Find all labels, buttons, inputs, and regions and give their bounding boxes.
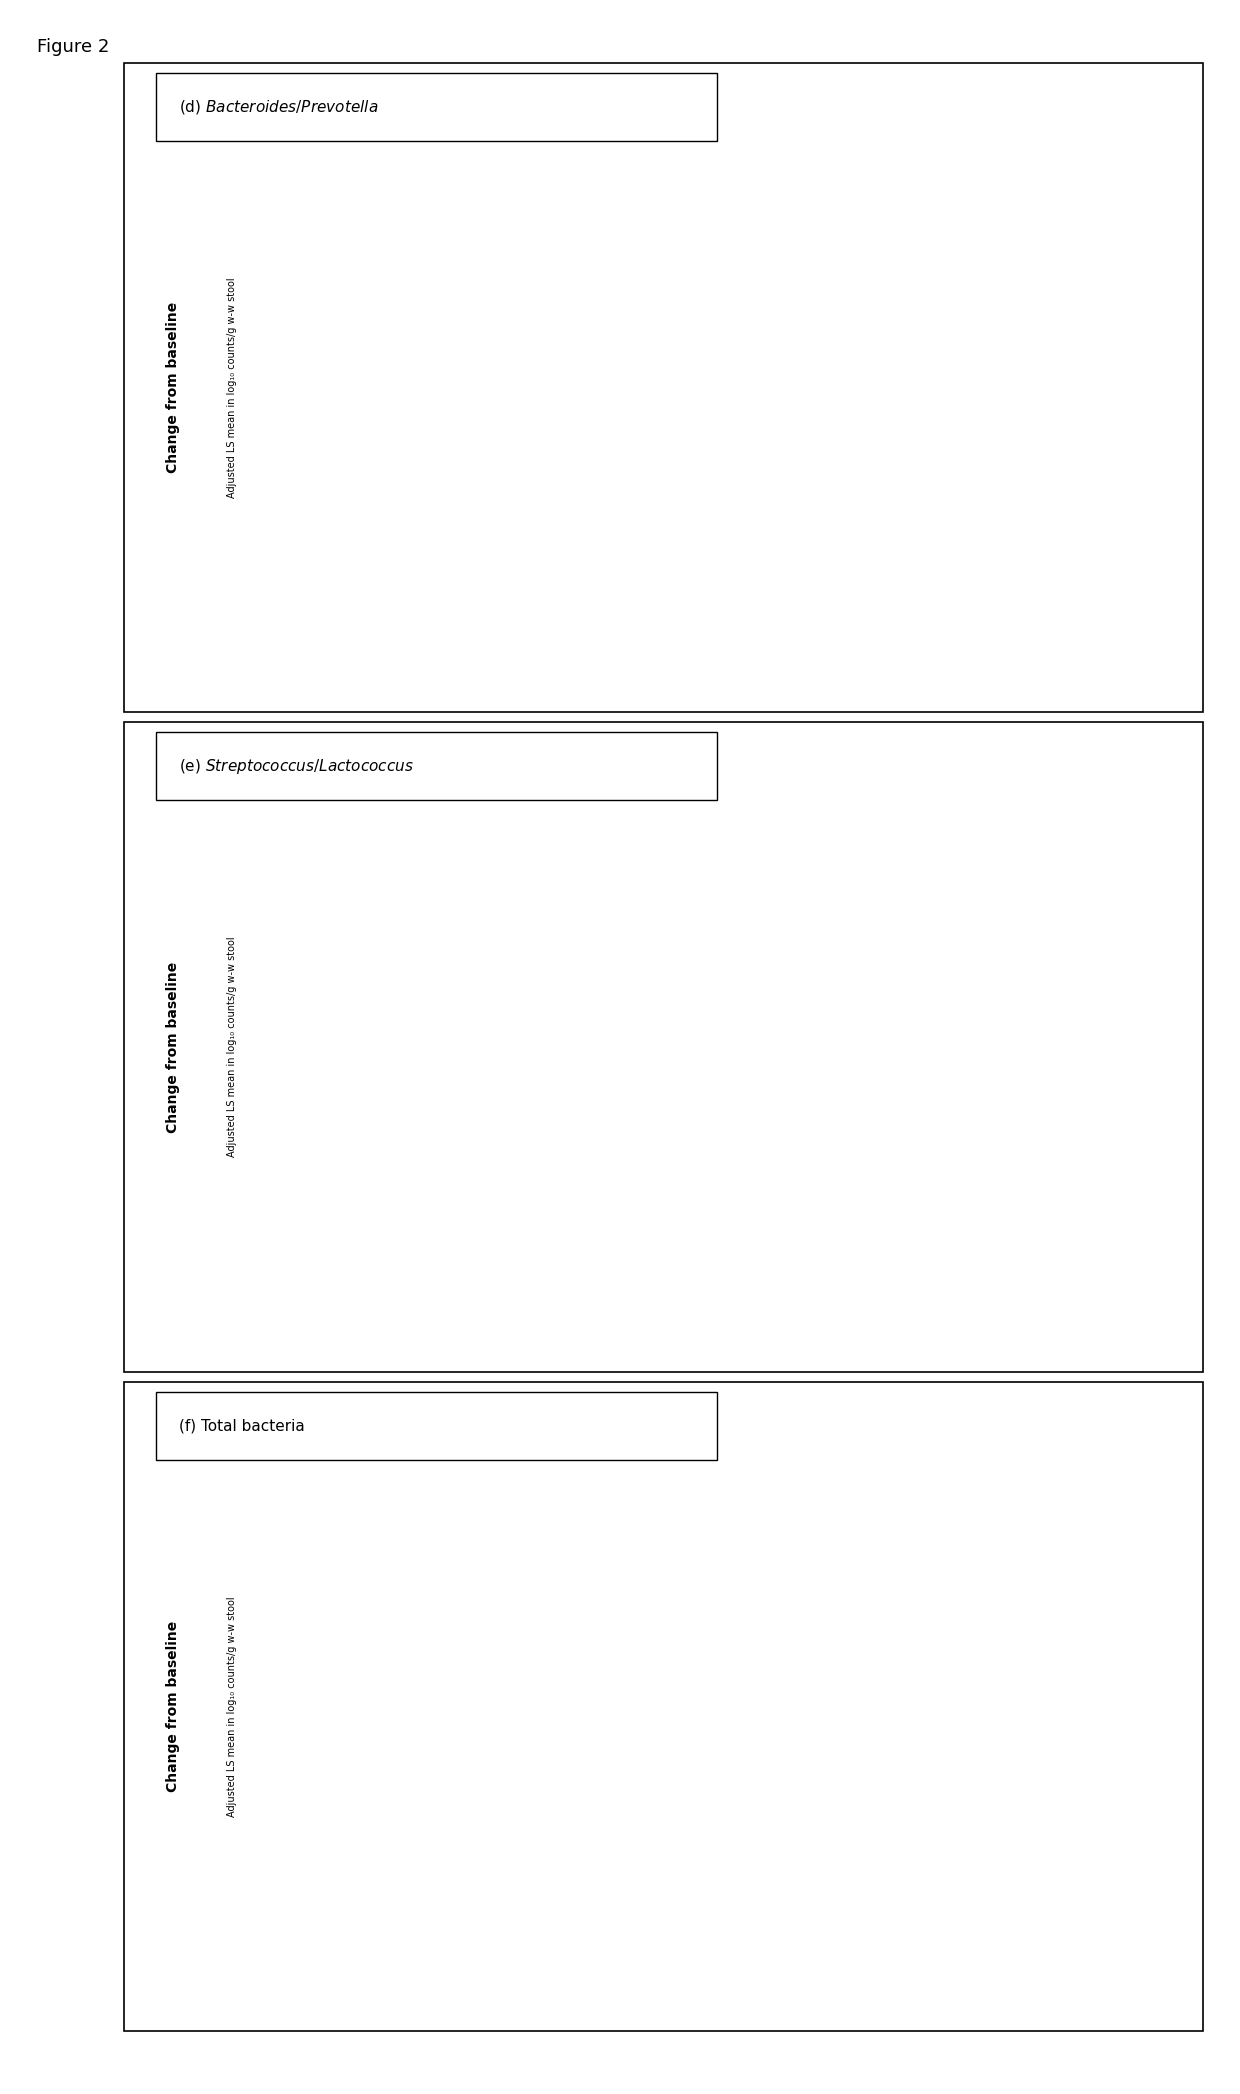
Text: $\mathit{sn}$-2
+5g/L OF: $\mathit{sn}$-2 +5g/L OF [1032,1277,1096,1309]
Text: (d) $\mathit{Bacteroides}$/$\mathit{Prevotella}$: (d) $\mathit{Bacteroides}$/$\mathit{Prev… [179,98,378,115]
Text: $\mathit{sn}$-2
+5g/L OF: $\mathit{sn}$-2 +5g/L OF [1032,618,1096,649]
Bar [797,957,904,1242]
Bar [584,1016,691,1242]
Text: Change from baseline: Change from baseline [166,1621,180,1792]
Bar [584,404,691,582]
Text: (e) $\mathit{Streptococcus}$/$\mathit{Lactococcus}$: (e) $\mathit{Streptococcus}$/$\mathit{La… [179,756,414,775]
Text: $\mathit{sn}$-2
+3g/L OF: $\mathit{sn}$-2 +3g/L OF [818,1277,883,1309]
Text: Adjusted LS mean in log₁₀ counts/g w-w stool: Adjusted LS mean in log₁₀ counts/g w-w s… [227,276,237,498]
Bar [584,1755,691,1901]
Text: Control: Control [399,1277,450,1290]
Bar [1011,1746,1117,1901]
Bar [371,980,477,1242]
Bar [1011,1047,1117,1242]
Text: (f) Total bacteria: (f) Total bacteria [179,1418,305,1434]
Bar [1011,417,1117,582]
Text: Control: Control [399,1937,450,1950]
Text: Adjusted LS mean in log₁₀ counts/g w-w stool: Adjusted LS mean in log₁₀ counts/g w-w s… [227,936,237,1158]
Text: $\mathit{sn}$-2
+3g/L OF: $\mathit{sn}$-2 +3g/L OF [818,1937,883,1968]
Text: $\mathit{sn}$-2: $\mathit{sn}$-2 [622,618,653,630]
Text: $\mathit{sn}$-2: $\mathit{sn}$-2 [622,1937,653,1950]
Text: Change from baseline: Change from baseline [166,302,180,473]
Text: Adjusted LS mean in log₁₀ counts/g w-w stool: Adjusted LS mean in log₁₀ counts/g w-w s… [227,1596,237,1818]
Text: Figure 2: Figure 2 [37,38,109,57]
Bar [371,1799,477,1901]
Bar [371,461,477,582]
Text: $\mathit{sn}$-2
+5g/L OF: $\mathit{sn}$-2 +5g/L OF [1032,1937,1096,1968]
Text: $\mathit{sn}$-2
+3g/L OF: $\mathit{sn}$-2 +3g/L OF [818,618,883,649]
Text: Control: Control [399,618,450,630]
Bar [797,375,904,582]
Text: $\mathit{sn}$-2: $\mathit{sn}$-2 [622,1277,653,1290]
Bar [797,1748,904,1901]
Text: Change from baseline: Change from baseline [166,961,180,1133]
